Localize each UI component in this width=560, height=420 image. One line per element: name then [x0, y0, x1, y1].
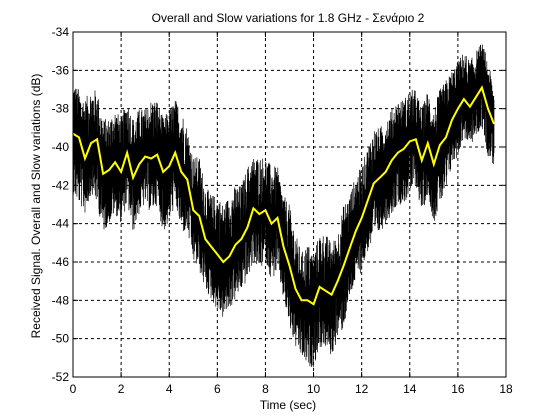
x-axis-label: Time (sec)	[260, 398, 316, 412]
x-tick-label: 18	[499, 382, 513, 396]
x-tick-label: 4	[166, 382, 173, 396]
chart-title: Overall and Slow variations for 1.8 GHz …	[152, 11, 425, 25]
y-tick-label: -52	[52, 370, 70, 384]
x-tick-label: 12	[355, 382, 369, 396]
series-line-overall-signal	[72, 44, 495, 368]
y-tick-label: -34	[52, 25, 70, 39]
y-tick-label: -36	[52, 63, 70, 77]
x-axis-ticks: 0 2 4 6 8 10 12 14 16 18	[70, 32, 513, 396]
x-tick-label: 2	[118, 382, 125, 396]
x-tick-label: 16	[451, 382, 465, 396]
series-line-slow-variation	[72, 85, 495, 306]
x-tick-label: 0	[70, 382, 77, 396]
y-tick-label: -42	[52, 178, 70, 192]
plot-area	[72, 31, 507, 378]
x-tick-label: 8	[262, 382, 269, 396]
y-axis-ticks: -52 -50 -48 -46 -44 -42 -40 -38 -36 -34	[52, 25, 506, 384]
x-tick-label: 10	[307, 382, 321, 396]
y-tick-label: -50	[52, 332, 70, 346]
y-tick-label: -40	[52, 140, 70, 154]
y-tick-label: -48	[52, 293, 70, 307]
y-tick-label: -46	[52, 255, 70, 269]
y-tick-label: -44	[52, 217, 70, 231]
y-tick-label: -38	[52, 102, 70, 116]
x-tick-label: 14	[403, 382, 417, 396]
overall-signal	[72, 44, 495, 368]
y-axis-label: Received Signal. Overall and Slow variat…	[29, 74, 43, 339]
x-tick-label: 6	[214, 382, 221, 396]
